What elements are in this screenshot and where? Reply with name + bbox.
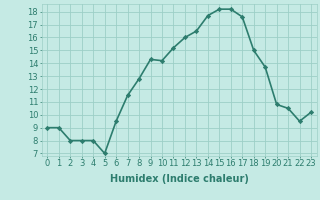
X-axis label: Humidex (Indice chaleur): Humidex (Indice chaleur): [110, 174, 249, 184]
